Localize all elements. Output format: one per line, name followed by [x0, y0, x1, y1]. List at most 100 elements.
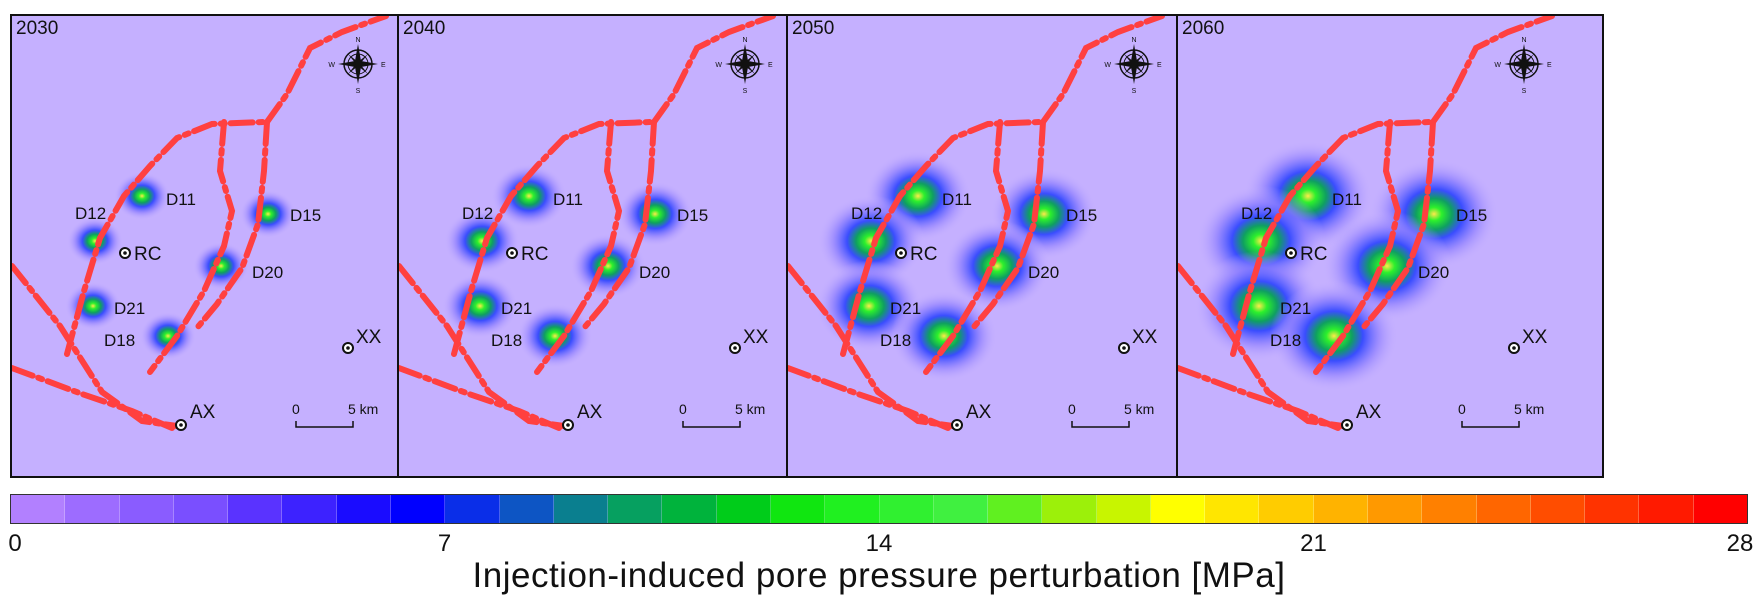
pressure-plume-d15: [240, 190, 296, 238]
year-label: 2030: [16, 18, 59, 39]
svg-text:N: N: [1521, 37, 1526, 44]
colorbar-label: Injection-induced pore pressure perturba…: [472, 556, 1286, 595]
colorbar-segment: [445, 495, 500, 523]
colorbar-segment: [825, 495, 880, 523]
seismic-station-xx: XX: [1118, 327, 1158, 354]
well-label-d15: D15: [1456, 206, 1487, 225]
scale-bar: 0 5 km: [1068, 401, 1154, 428]
fault-line: [1230, 119, 1433, 357]
well-label-d18: D18: [1270, 331, 1301, 350]
pressure-plume-d18: [890, 290, 998, 382]
colorbar-segment: [1639, 495, 1694, 523]
seismic-station-rc: RC: [506, 244, 548, 265]
well-label-d20: D20: [1418, 263, 1449, 282]
colorbar-segment: [1313, 495, 1369, 523]
fault-line: [1430, 16, 1555, 125]
fault-line: [12, 365, 175, 431]
pressure-plume-d20: [570, 233, 646, 299]
compass-rose-icon: N S E W: [1494, 37, 1552, 95]
fault-line: [451, 119, 654, 357]
seismic-station-rc: RC: [119, 244, 161, 265]
svg-text:RC: RC: [134, 244, 161, 265]
colorbar-segment: [933, 495, 989, 523]
scale-bar: 0 5 km: [679, 401, 765, 428]
svg-text:5 km: 5 km: [348, 401, 378, 417]
map-panel-2060: D11 D12 D15 D20 D21 D18 RC XX AX N S E W 0 5 …: [1176, 14, 1604, 478]
colorbar-segment: [1368, 495, 1423, 523]
pressure-plume-d11: [114, 172, 170, 220]
colorbar-tick-label: 0: [8, 530, 22, 557]
svg-text:5 km: 5 km: [1514, 401, 1544, 417]
svg-text:N: N: [742, 37, 747, 44]
well-label-d21: D21: [1280, 299, 1311, 318]
colorbar-segment: [988, 495, 1043, 523]
pressure-plume-d11: [491, 163, 567, 229]
colorbar-segment: [119, 495, 174, 523]
fault-line: [581, 119, 657, 331]
fault-line: [264, 16, 389, 125]
svg-text:E: E: [1157, 62, 1162, 69]
well-label-d20: D20: [1028, 263, 1059, 282]
svg-text:0: 0: [292, 401, 300, 417]
colorbar-segment: [1042, 495, 1097, 523]
colorbar-segment: [608, 495, 663, 523]
pressure-plume-d20: [943, 220, 1051, 312]
well-label-d12: D12: [851, 204, 882, 223]
colorbar-segment: [499, 495, 554, 523]
well-label-d21: D21: [890, 299, 921, 318]
seismic-station-rc: RC: [895, 244, 937, 265]
colorbar-segment: [65, 495, 120, 523]
colorbar-segment: [173, 495, 229, 523]
colorbar-segment: [282, 495, 337, 523]
svg-text:AX: AX: [966, 402, 992, 423]
svg-text:RC: RC: [521, 244, 548, 265]
svg-text:5 km: 5 km: [1124, 401, 1154, 417]
well-label-d11: D11: [166, 190, 196, 209]
well-label-d11: D11: [1332, 190, 1362, 209]
seismic-station-rc: RC: [1285, 244, 1327, 265]
colorbar-segment: [770, 495, 826, 523]
well-label-d20: D20: [639, 263, 670, 282]
year-label: 2050: [792, 18, 835, 39]
svg-text:E: E: [381, 62, 386, 69]
colorbar-segment: [553, 495, 609, 523]
pressure-plume-d12: [67, 217, 123, 265]
seismic-station-xx: XX: [729, 327, 769, 354]
well-label-d18: D18: [491, 331, 522, 350]
compass-rose-icon: N S E W: [715, 37, 773, 95]
svg-text:RC: RC: [910, 244, 937, 265]
colorbar-segment: [336, 495, 391, 523]
fault-line: [1313, 119, 1402, 375]
well-label-d12: D12: [462, 204, 493, 223]
fault-line: [147, 119, 236, 375]
pressure-plume-d18: [1269, 280, 1399, 392]
svg-text:W: W: [1104, 62, 1111, 69]
svg-text:0: 0: [679, 401, 687, 417]
scale-bar: 0 5 km: [1458, 401, 1544, 428]
colorbar-segment: [716, 495, 771, 523]
colorbar-tick-label: 21: [1300, 530, 1327, 557]
colorbar-segment: [390, 495, 446, 523]
seismic-station-xx: XX: [1508, 327, 1548, 354]
fault-line: [399, 365, 562, 431]
svg-text:AX: AX: [190, 402, 216, 423]
svg-text:5 km: 5 km: [735, 401, 765, 417]
map-panel-2030: D11 D12 D15 D20 D21 D18 RC XX AX N S E W 0 5 …: [10, 14, 438, 478]
colorbar-tick-label: 28: [1726, 530, 1754, 557]
svg-text:0: 0: [1458, 401, 1466, 417]
svg-text:RC: RC: [1300, 244, 1327, 265]
svg-text:XX: XX: [356, 327, 382, 348]
colorbar-segment: [1585, 495, 1640, 523]
svg-text:W: W: [715, 62, 722, 69]
map-canvas: D11 D12 D15 D20 D21 D18 RC XX AX N S E W 0 5 …: [1178, 16, 1555, 431]
map-canvas: D11 D12 D15 D20 D21 D18 RC XX AX N S E W 0 5 …: [12, 16, 389, 431]
seismic-station-xx: XX: [342, 327, 382, 354]
svg-text:AX: AX: [577, 402, 603, 423]
svg-text:XX: XX: [1132, 327, 1158, 348]
fault-line: [1178, 365, 1341, 431]
pressure-plume-d15: [617, 181, 693, 247]
fault-line: [1360, 119, 1436, 331]
compass-rose-icon: N S E W: [328, 37, 386, 95]
map-canvas: D11 D12 D15 D20 D21 D18 RC XX AX N S E W 0 5 …: [788, 16, 1165, 431]
well-label-d15: D15: [290, 206, 321, 225]
